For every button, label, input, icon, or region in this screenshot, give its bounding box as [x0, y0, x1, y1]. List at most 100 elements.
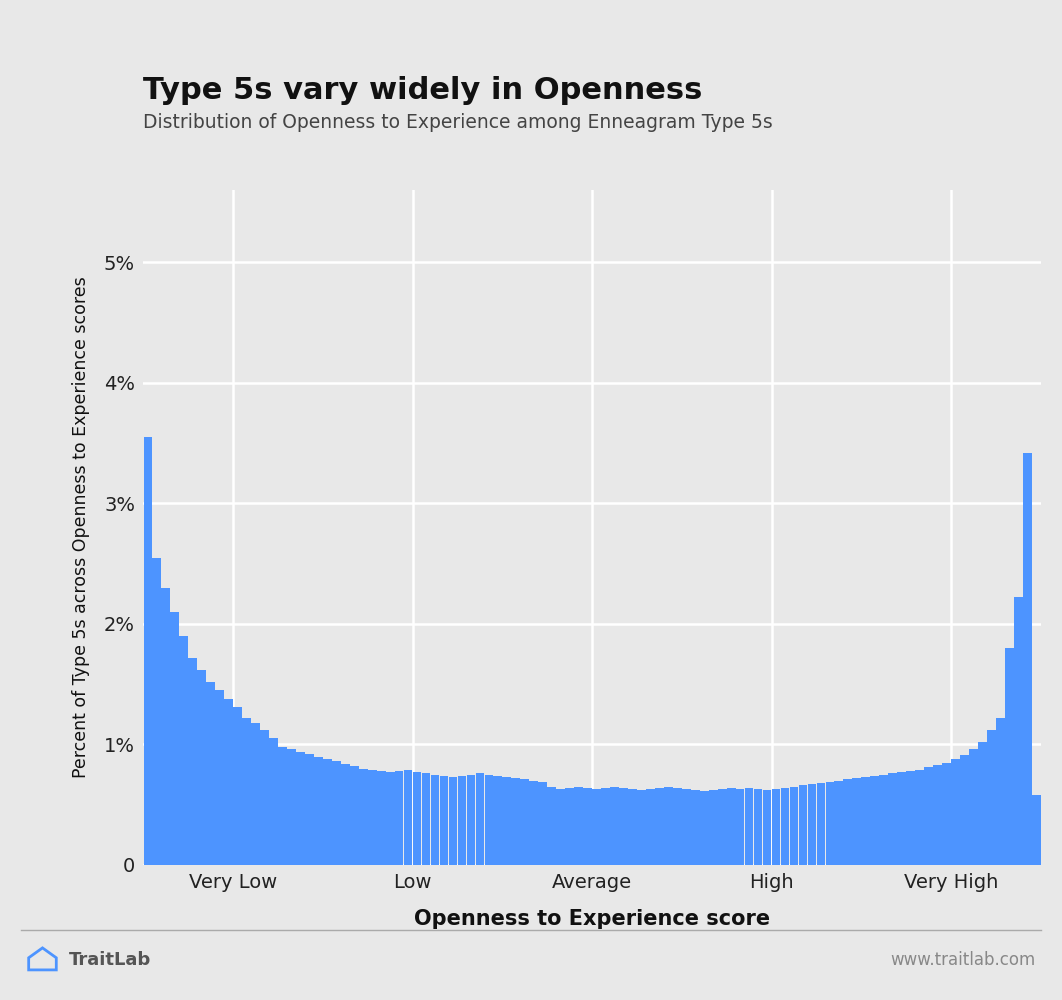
Bar	[341, 764, 349, 865]
Bar	[799, 785, 807, 865]
Bar	[287, 749, 296, 865]
Bar	[448, 777, 458, 865]
Bar	[565, 788, 573, 865]
Text: www.traitlab.com: www.traitlab.com	[890, 951, 1035, 969]
Bar	[978, 742, 987, 865]
Bar	[422, 773, 430, 865]
Bar	[628, 789, 637, 865]
Bar	[861, 777, 870, 865]
Bar	[933, 765, 942, 865]
Bar	[179, 636, 188, 865]
X-axis label: Openness to Experience score: Openness to Experience score	[414, 909, 770, 929]
Bar	[153, 558, 161, 865]
Bar	[664, 787, 672, 865]
Bar	[781, 788, 789, 865]
Bar	[269, 738, 278, 865]
Bar	[843, 779, 852, 865]
Y-axis label: Percent of Type 5s across Openness to Experience scores: Percent of Type 5s across Openness to Ex…	[72, 277, 90, 778]
Bar	[611, 787, 619, 865]
Bar	[252, 723, 260, 865]
Bar	[440, 776, 448, 865]
Bar	[224, 699, 233, 865]
Bar	[970, 749, 978, 865]
Bar	[538, 782, 547, 865]
Bar	[726, 788, 736, 865]
Bar	[395, 771, 404, 865]
Bar	[367, 770, 377, 865]
Bar	[763, 790, 771, 865]
Bar	[476, 773, 484, 865]
Bar	[691, 790, 700, 865]
Bar	[143, 437, 152, 865]
Bar	[1032, 795, 1041, 865]
Bar	[520, 779, 529, 865]
Bar	[170, 612, 179, 865]
Bar	[700, 791, 708, 865]
Bar	[1005, 648, 1014, 865]
Bar	[458, 776, 466, 865]
Bar	[206, 682, 215, 865]
Bar	[744, 788, 753, 865]
Bar	[484, 775, 493, 865]
Bar	[413, 772, 422, 865]
Bar	[234, 707, 242, 865]
Bar	[790, 787, 799, 865]
Bar	[807, 784, 817, 865]
Bar	[772, 789, 781, 865]
Bar	[897, 772, 906, 865]
Bar	[646, 789, 655, 865]
Bar	[547, 787, 556, 865]
Bar	[242, 718, 251, 865]
Bar	[619, 788, 628, 865]
Bar	[198, 670, 206, 865]
Bar	[466, 775, 476, 865]
Bar	[987, 730, 996, 865]
Bar	[915, 770, 924, 865]
Bar	[888, 773, 897, 865]
Bar	[349, 766, 359, 865]
Bar	[906, 771, 915, 865]
Bar	[386, 772, 394, 865]
Bar	[817, 783, 825, 865]
Bar	[583, 788, 592, 865]
Text: TraitLab: TraitLab	[69, 951, 151, 969]
Bar	[161, 588, 170, 865]
Bar	[1014, 597, 1023, 865]
Bar	[825, 782, 835, 865]
Bar	[502, 777, 511, 865]
Bar	[924, 767, 932, 865]
Bar	[332, 761, 341, 865]
Bar	[736, 789, 744, 865]
Bar	[188, 658, 198, 865]
Bar	[871, 776, 879, 865]
Bar	[879, 775, 888, 865]
Bar	[593, 789, 601, 865]
Bar	[512, 778, 520, 865]
Bar	[359, 769, 367, 865]
Bar	[718, 789, 726, 865]
Bar	[260, 730, 269, 865]
Bar	[996, 718, 1005, 865]
Bar	[556, 789, 565, 865]
Bar	[314, 757, 323, 865]
Bar	[377, 771, 386, 865]
Bar	[1023, 453, 1031, 865]
Bar	[708, 790, 718, 865]
Bar	[431, 775, 440, 865]
Bar	[960, 755, 969, 865]
Bar	[655, 788, 664, 865]
Bar	[323, 759, 331, 865]
Bar	[575, 787, 583, 865]
Bar	[529, 781, 538, 865]
Bar	[601, 788, 610, 865]
Bar	[952, 759, 960, 865]
Bar	[296, 752, 305, 865]
Bar	[216, 690, 224, 865]
Bar	[942, 763, 950, 865]
Bar	[278, 747, 287, 865]
Bar	[673, 788, 682, 865]
Bar	[754, 789, 763, 865]
Bar	[404, 770, 412, 865]
Bar	[305, 754, 313, 865]
Bar	[494, 776, 502, 865]
